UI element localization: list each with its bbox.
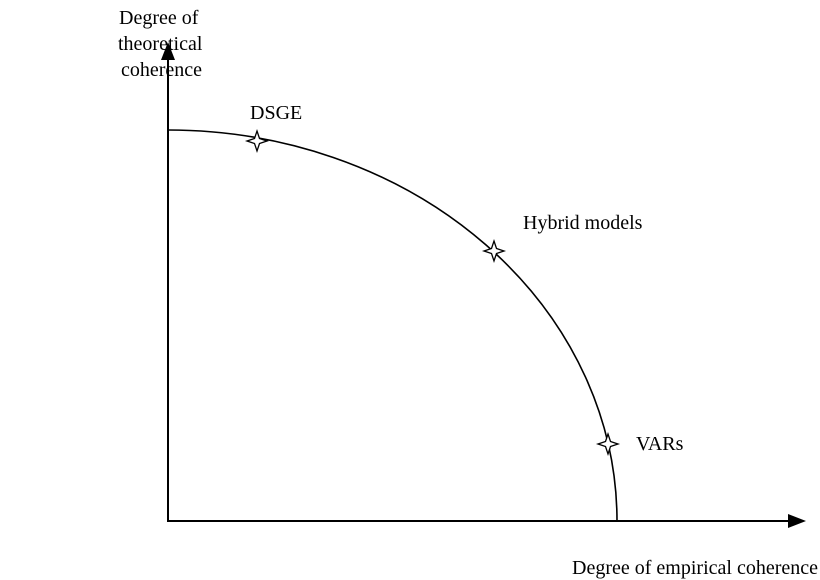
point-label: VARs [636, 433, 684, 455]
y-axis-label: coherence [121, 59, 202, 81]
point-label: Hybrid models [523, 212, 643, 234]
y-axis-label: theoretical [118, 33, 203, 55]
y-axis-arrow [161, 42, 175, 60]
frontier-curve [167, 129, 618, 522]
x-axis-arrow [788, 514, 806, 528]
point-marker [595, 431, 621, 457]
x-axis-label: Degree of empirical coherence [572, 557, 818, 579]
y-axis-label: Degree of [119, 7, 199, 29]
point-label: DSGE [250, 102, 302, 124]
point-marker [244, 128, 270, 154]
point-marker [481, 238, 507, 264]
